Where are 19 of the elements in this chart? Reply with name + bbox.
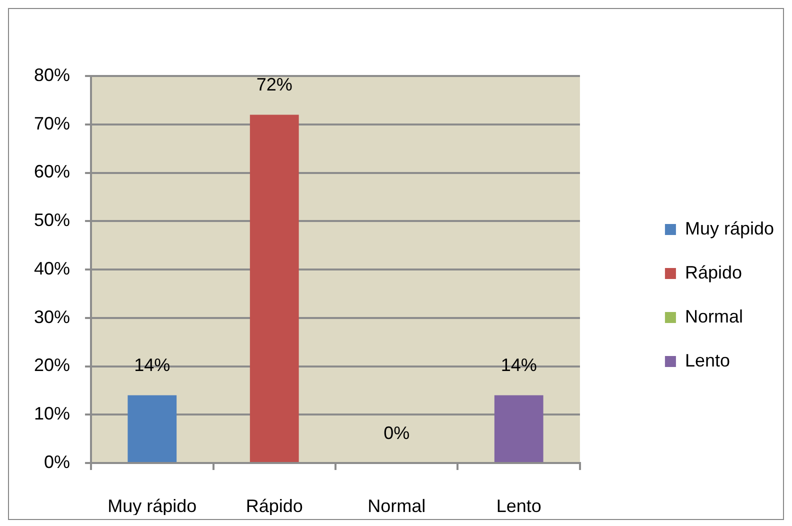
legend-label: Normal (684, 306, 743, 326)
y-tick-label: 20% (34, 355, 70, 376)
y-tick-label: 30% (34, 306, 70, 327)
legend-label: Lento (684, 350, 730, 370)
data-label: 72% (256, 74, 292, 95)
x-tick-label: Normal (368, 496, 426, 516)
legend-label: Rápido (684, 262, 742, 282)
data-label: 14% (500, 355, 537, 376)
data-label: 14% (134, 355, 170, 376)
y-tick-label: 10% (34, 404, 70, 424)
legend-label: Muy rápido (684, 218, 774, 238)
y-tick-label: 50% (34, 210, 70, 230)
y-tick-label: 70% (34, 113, 70, 134)
data-label: 0% (384, 422, 410, 443)
y-tick-label: 40% (34, 258, 70, 278)
y-tick-label: 60% (34, 162, 70, 182)
y-tick-label: 80% (34, 64, 70, 85)
y-tick-label: 0% (44, 452, 70, 472)
x-tick-label: Lento (496, 496, 542, 516)
